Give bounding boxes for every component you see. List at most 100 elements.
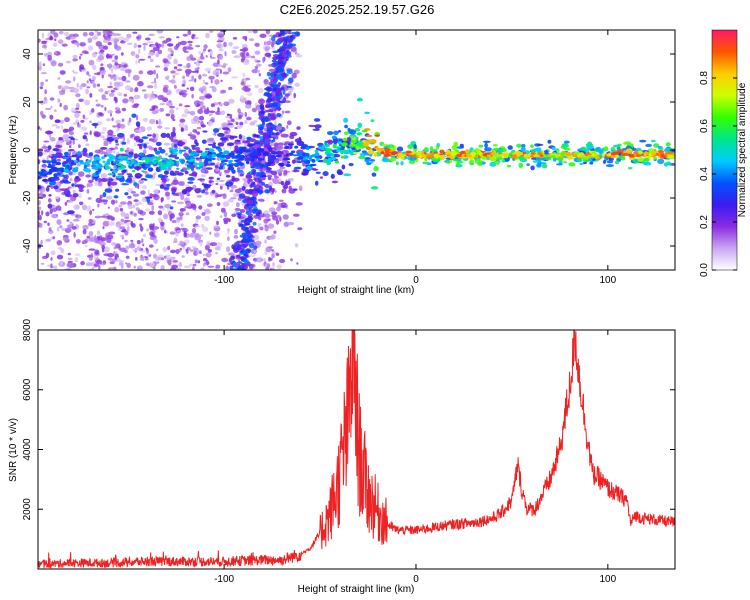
spectrogram-cell (253, 245, 258, 250)
spectrogram-cell (229, 135, 235, 140)
spectrogram-cell (511, 154, 518, 159)
spectrogram-cell (169, 213, 175, 219)
spectrogram-cell (88, 152, 93, 157)
spectrogram-cell (98, 265, 101, 270)
x-tick-label: 0 (413, 275, 419, 286)
spectrogram-cell (266, 92, 273, 98)
spectrogram-cell (212, 69, 220, 76)
spectrogram-cell (265, 104, 270, 108)
spectrogram-cell (139, 256, 146, 259)
spectrogram-cell (361, 129, 368, 133)
spectrogram-cell (203, 188, 209, 191)
spectrogram-cell (60, 169, 64, 173)
spectrogram-cell (107, 206, 110, 209)
spectrogram-cell (66, 219, 70, 222)
spectrogram-cell (102, 220, 110, 227)
spectrogram-cell (120, 211, 126, 217)
spectrogram-cell (254, 84, 259, 89)
spectrogram-cell (108, 185, 113, 190)
spectrogram-cell (583, 161, 587, 165)
spectrogram-cell (317, 146, 323, 150)
spectrogram-cell (431, 157, 436, 161)
spectrogram-cell (244, 189, 250, 195)
spectrogram-cell (614, 154, 619, 159)
spectrogram-cell (159, 184, 164, 189)
spectrogram-cell (284, 150, 289, 155)
spectrogram-cell (349, 149, 355, 155)
spectrogram-cell (132, 74, 140, 81)
spectrogram-cell (95, 41, 103, 47)
spectrogram-cell (181, 113, 188, 118)
spectrogram-cell (65, 80, 72, 84)
spectrogram-cell (141, 156, 146, 160)
spectrogram-cell (57, 77, 61, 80)
spectrogram-cell (261, 176, 266, 181)
spectrogram-cell (293, 188, 298, 191)
spectrogram-cell (643, 152, 647, 157)
spectrogram-cell (182, 184, 190, 187)
spectrogram-cell (147, 189, 150, 196)
spectrogram-cell (256, 148, 261, 152)
spectrogram-cell (160, 264, 165, 270)
spectrogram-cell (220, 207, 226, 213)
spectrogram-cell (648, 153, 652, 156)
spectrogram-cell (206, 106, 209, 113)
spectrogram-cell (151, 110, 158, 115)
spectrogram-cell (52, 148, 60, 152)
spectrogram-cell (439, 149, 445, 154)
spectrogram-cell (121, 141, 127, 145)
spectrogram-cell (301, 158, 309, 161)
spectrogram-cell (73, 218, 80, 222)
spectrogram-cell (219, 179, 225, 183)
spectrogram-cell (537, 147, 542, 152)
spectrogram-cell (163, 67, 168, 72)
spectrogram-cell (88, 218, 93, 223)
spectrogram-cell (228, 218, 231, 223)
spectrogram-cell (137, 161, 144, 165)
spectrogram-cell (272, 139, 276, 143)
spectrogram-cell (267, 159, 273, 162)
spectrogram-cell (666, 151, 674, 155)
spectrogram-cell (264, 213, 271, 218)
spectrogram-cell (436, 143, 440, 148)
spectrogram-cell (239, 154, 246, 160)
spectrogram-cell (216, 40, 224, 43)
spectrogram-cell (102, 260, 107, 265)
spectrogram-cell (201, 212, 206, 216)
spectrogram-cell (45, 186, 50, 192)
spectrogram-cell (232, 37, 238, 40)
spectrogram-cell (201, 190, 206, 194)
spectrogram-cell (180, 169, 184, 172)
spectrogram-cell (140, 190, 146, 195)
spectrogram-cell (58, 31, 64, 35)
spectrogram-cell (287, 120, 292, 126)
spectrogram-cell (244, 228, 249, 232)
spectrogram-cell (586, 144, 594, 150)
spectrogram-cell (39, 127, 42, 131)
spectrogram-cell (181, 255, 185, 258)
spectrogram-cell (84, 244, 88, 248)
spectrogram-cell (283, 169, 288, 176)
spectrogram-cell (46, 165, 53, 168)
spectrogram-cell (40, 239, 43, 246)
spectrogram-cell (217, 59, 220, 65)
spectrogram-cell (266, 97, 273, 103)
spectrogram-cell (78, 160, 84, 163)
spectrogram-cell (45, 37, 49, 41)
spectrogram-cell (270, 79, 276, 84)
spectrogram-cell (484, 142, 488, 148)
spectrogram-cell (479, 154, 483, 157)
spectrogram-cell (78, 192, 82, 199)
spectrogram-cell (346, 137, 352, 142)
spectrogram-cell (60, 125, 64, 130)
spectrogram-cell (643, 161, 652, 166)
spectrogram-cell (265, 86, 272, 92)
spectrogram-cell (231, 213, 237, 217)
spectrogram-cell (183, 147, 190, 150)
spectrogram-cell (114, 146, 118, 150)
spectrogram-cell (530, 152, 536, 155)
spectrogram-cell (286, 85, 292, 89)
spectrogram-cell (251, 172, 256, 175)
spectrogram-cell (135, 59, 138, 65)
spectrogram-cell (551, 146, 556, 151)
